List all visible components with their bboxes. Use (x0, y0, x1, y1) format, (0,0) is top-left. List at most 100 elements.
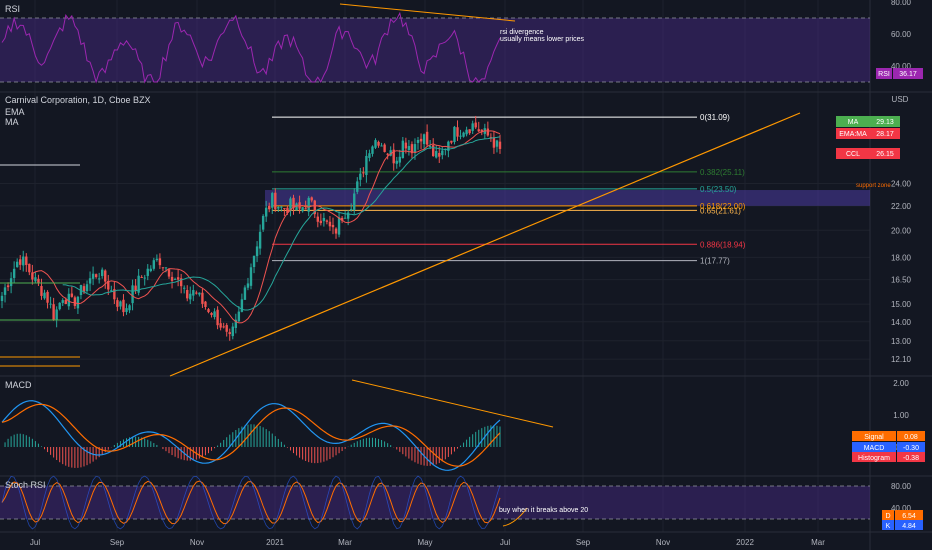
candle-body-39 (119, 301, 122, 307)
candle-body-52 (158, 258, 162, 266)
macd-title: MACD (5, 380, 32, 390)
price-tick-6: 14.00 (891, 318, 912, 327)
candle-body-145 (441, 150, 444, 156)
signal-line (1, 403, 501, 467)
candle-body-85 (258, 231, 262, 249)
candle-body-19 (58, 302, 61, 310)
candle-body-87 (264, 207, 268, 217)
rsi-annotation-1: rsi divergence (500, 29, 544, 36)
candle-body-63 (192, 290, 195, 296)
stoch-tick-1: 40.00 (891, 504, 912, 513)
candle-body-45 (137, 275, 140, 293)
candle-body-6 (19, 259, 22, 265)
candle-body-103 (313, 200, 316, 215)
fib-label-0: 0(31.09) (700, 113, 730, 122)
price-tick-1: 22.00 (891, 202, 912, 211)
badge-label-2: CCL (846, 151, 860, 158)
candle-body-138 (419, 138, 423, 142)
candle-body-56 (170, 276, 174, 281)
candle-body-40 (122, 299, 125, 313)
candle-body-108 (328, 221, 332, 227)
stoch-k-line (1, 475, 501, 530)
price-tick-3: 18.00 (891, 253, 912, 262)
candle-body-10 (31, 272, 34, 280)
candle-body-75 (228, 332, 231, 335)
candle-body-118 (359, 173, 362, 180)
badge-label-bg-0 (836, 116, 870, 127)
candle-body-23 (70, 293, 74, 297)
candle-body-55 (167, 269, 171, 277)
badge-label-bg-1 (836, 128, 870, 139)
candle-body-17 (52, 304, 55, 320)
candle-body-16 (49, 303, 52, 305)
x-tick-6: Jul (500, 538, 510, 547)
candle-body-109 (331, 224, 335, 228)
candle-body-74 (225, 325, 228, 332)
candle-body-47 (143, 277, 146, 279)
candle-body-163 (495, 140, 499, 147)
drawings[interactable] (0, 3, 801, 527)
candle-body-160 (486, 128, 490, 136)
candle-body-157 (477, 129, 480, 132)
candle-body-133 (404, 142, 408, 149)
rsi-annotation-2: usually means lower prices (500, 36, 585, 43)
stoch-badge-value-0: 6.54 (902, 513, 916, 520)
fib-retracement[interactable] (265, 116, 870, 262)
x-tick-0: Jul (30, 538, 40, 547)
candle-body-135 (410, 144, 414, 154)
candle-body-96 (292, 197, 295, 209)
candle-body-32 (97, 278, 101, 280)
candle-body-72 (219, 323, 222, 328)
candle-body-4 (12, 268, 16, 278)
fib-label-1: 0.382(25.11) (700, 168, 745, 177)
macd-badge-label-2: Histogram (858, 455, 890, 462)
candle-body-46 (140, 277, 143, 279)
stoch-badge-value-bg-1 (895, 520, 923, 530)
candle-body-43 (131, 285, 134, 304)
candle-body-111 (337, 217, 341, 235)
rsi-tick-1: 60.00 (891, 30, 912, 39)
ma-line (62, 136, 501, 311)
candle-body-123 (374, 140, 377, 148)
candle-body-125 (380, 145, 383, 147)
candle-body-89 (271, 193, 274, 208)
price-axis[interactable]: 24.00 22.00 20.00 18.00 16.50 15.00 14.00 13.00… (836, 0, 925, 530)
macd-line (1, 400, 501, 471)
candle-body-128 (389, 150, 392, 156)
candle-body-69 (210, 312, 213, 315)
badge-value-1: 28.17 (876, 131, 894, 138)
candle-body-102 (310, 197, 313, 201)
candle-body-86 (261, 215, 265, 230)
x-tick-9: 2022 (736, 538, 754, 547)
price-tick-4: 16.50 (891, 276, 912, 285)
candle-body-158 (480, 129, 483, 132)
candle-body-24 (73, 297, 77, 306)
candle-body-93 (283, 207, 286, 209)
candle-body-35 (107, 280, 110, 290)
candle-body-51 (155, 258, 159, 261)
x-tick-5: May (417, 538, 432, 547)
support-zone-label: support zone (856, 183, 891, 189)
candle-body-84 (255, 246, 259, 257)
fib-label-2: 0.5(23.50) (700, 185, 737, 194)
price-tick-5: 15.00 (891, 300, 912, 309)
macd-badge-label-bg-0 (852, 431, 896, 441)
candle-body-113 (343, 217, 347, 219)
ascending-trendline (169, 112, 801, 377)
candle-body-54 (164, 267, 168, 269)
candle-body-92 (280, 206, 283, 208)
candle-body-149 (453, 126, 456, 143)
stoch-badge-label-bg-0 (882, 510, 894, 520)
candle-body-129 (392, 149, 395, 164)
candle-body-34 (104, 270, 107, 282)
candle-body-154 (468, 129, 471, 134)
legend-ma: MA (5, 117, 19, 127)
candle-body-58 (176, 277, 180, 280)
candle-body-142 (431, 145, 435, 157)
candle-body-27 (82, 286, 86, 293)
candle-body-137 (416, 140, 420, 143)
macd-tick-1: 1.00 (893, 411, 909, 420)
time-axis[interactable]: Jul Sep Nov 2021 Mar May Jul Sep Nov 2022 Mar (30, 538, 825, 547)
macd-badge-label-0: Signal (864, 434, 884, 441)
